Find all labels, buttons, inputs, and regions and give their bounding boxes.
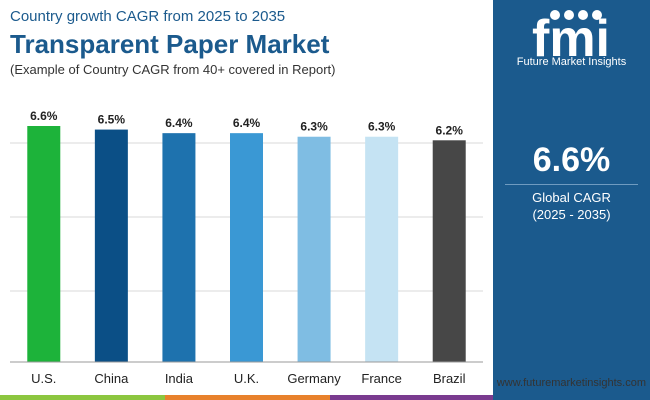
bar-uk xyxy=(230,133,263,362)
sidebar-divider xyxy=(505,184,638,185)
bar-china xyxy=(94,129,128,362)
data-label: 6.3% xyxy=(300,120,328,134)
logo-dot-icon xyxy=(550,10,560,20)
fmi-logo: fmi xyxy=(532,10,610,68)
x-tick-label: France xyxy=(361,371,401,386)
x-tick-label: U.S. xyxy=(31,371,56,386)
bar-india xyxy=(162,133,196,362)
global-cagr-value: 6.6% xyxy=(532,141,611,179)
footer-bar-purple xyxy=(330,395,493,400)
logo-dot-icon xyxy=(578,10,588,20)
x-tick-label: India xyxy=(165,371,194,386)
footer-bar-green xyxy=(0,395,165,400)
chart-title: Transparent Paper Market xyxy=(10,29,330,59)
data-label: 6.6% xyxy=(30,109,58,123)
logo-dot-icon xyxy=(564,10,574,20)
data-label: 6.5% xyxy=(98,113,126,127)
bar-france xyxy=(365,136,399,362)
chart-kicker: Country growth CAGR from 2025 to 2035 xyxy=(10,8,286,25)
bar-germany xyxy=(297,136,331,362)
x-tick-label: Brazil xyxy=(433,371,466,386)
bar-us xyxy=(27,126,61,362)
chart-subtitle: (Example of Country CAGR from 40+ covere… xyxy=(10,62,336,77)
global-cagr-label: Global CAGR xyxy=(532,190,611,205)
global-cagr-period: (2025 - 2035) xyxy=(532,207,611,222)
chart-header: Country growth CAGR from 2025 to 2035 Tr… xyxy=(10,6,490,78)
data-label: 6.4% xyxy=(165,116,193,130)
data-label: 6.4% xyxy=(233,116,261,130)
logo-caption: Future Market Insights xyxy=(516,56,627,68)
website-url: www.futuremarketinsights.com xyxy=(496,377,646,389)
data-label: 6.2% xyxy=(436,123,464,137)
x-tick-label: China xyxy=(94,371,129,386)
bar-chart: 6.6% U.S. 6.5% China 6.4% India 6.4% U.K. 6.3% Ge… xyxy=(10,109,483,386)
sidebar-panel: fmi Future Market Insights 6.6% Global C… xyxy=(493,0,650,400)
data-label: 6.3% xyxy=(368,120,396,134)
x-tick-label: U.K. xyxy=(234,371,259,386)
logo-dot-icon xyxy=(592,10,602,20)
x-tick-label: Germany xyxy=(287,371,341,386)
footer-bar-orange xyxy=(165,395,330,400)
bar-brazil xyxy=(432,140,466,362)
